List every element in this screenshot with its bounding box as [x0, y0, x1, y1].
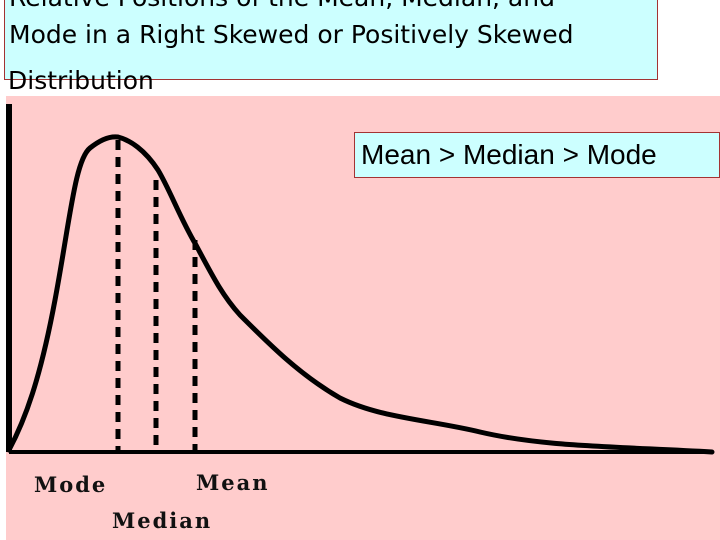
median-label: Median [112, 508, 213, 533]
title-line-2: Mode in a Right Skewed or Positively Ske… [9, 20, 574, 49]
title-line-3: Distribution [8, 66, 154, 95]
title-line-1: Relative Positions of the Mean, Median, … [5, 0, 657, 16]
mean-label: Mean [196, 470, 270, 495]
distribution-curve [6, 134, 715, 455]
title-box: Relative Positions of the Mean, Median, … [4, 0, 658, 80]
mode-label: Mode [34, 472, 108, 497]
relation-callout: Mean > Median > Mode [354, 132, 720, 178]
